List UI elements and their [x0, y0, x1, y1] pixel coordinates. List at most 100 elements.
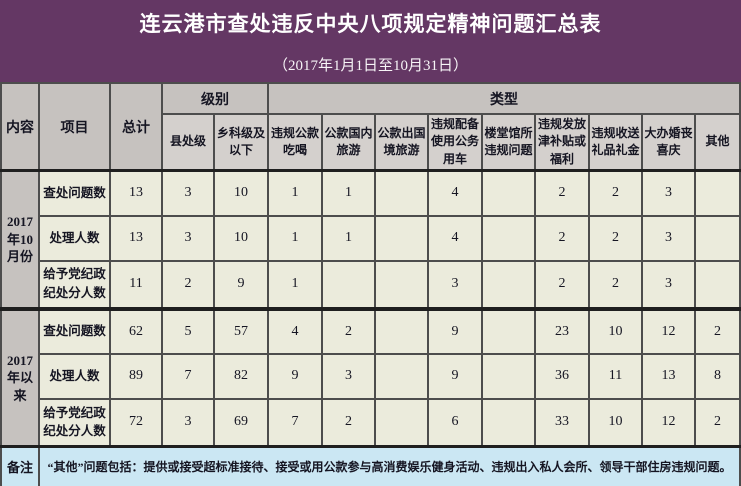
value-cell: 12: [641, 306, 696, 355]
value-cell: 36: [534, 352, 590, 400]
value-cell: 11: [588, 352, 643, 400]
table-row: 2017年10月份 查处问题数 13 3 10 1 1 4 2 2 3: [0, 169, 741, 310]
value-cell: [374, 397, 429, 448]
value-cell: 13: [641, 352, 696, 400]
value-cell: 3: [321, 352, 376, 400]
column-group-type: 类型: [266, 82, 741, 115]
value-cell: 1: [321, 169, 376, 217]
value-cell: 33: [534, 397, 590, 448]
value-cell: 3: [427, 259, 483, 310]
column-group-level: 级别: [161, 82, 269, 115]
remarks-text: “其他”问题包括：提供或接受超标准接待、接受或用公款参与高消费娱乐健身活动、违规…: [37, 445, 741, 486]
value-cell: 6: [427, 397, 483, 448]
value-cell: [481, 169, 536, 217]
column-header-overseas-travel: 公款出国境旅游: [374, 113, 429, 172]
value-cell: 5: [161, 306, 215, 355]
value-cell: 10: [588, 306, 643, 355]
value-cell: [481, 259, 536, 310]
column-header-allowances-benefits: 违规发放津补贴或福利: [534, 113, 590, 172]
value-cell: 10: [213, 169, 269, 217]
column-header-public-funds-dining: 违规公款吃喝: [267, 113, 323, 172]
column-header-total: 总计: [109, 82, 163, 172]
value-cell: 2: [534, 214, 590, 262]
value-cell: 12: [641, 397, 696, 448]
row-group-label-year-to-date: 2017年以来: [0, 306, 40, 448]
column-header-county-level: 县处级: [161, 113, 215, 172]
value-cell: 2: [693, 306, 741, 355]
value-cell: 2: [321, 397, 376, 448]
value-cell: 4: [427, 214, 483, 262]
column-header-township-level: 乡科级及以下: [213, 113, 269, 172]
column-header-content: 内容: [0, 82, 40, 172]
value-cell: [321, 259, 376, 310]
value-cell: 9: [427, 352, 483, 400]
remarks-row: 备注 “其他”问题包括：提供或接受超标准接待、接受或用公款参与高消费娱乐健身活动…: [0, 445, 741, 486]
value-cell: 9: [267, 352, 323, 400]
value-cell: 1: [267, 169, 323, 217]
value-cell: 1: [321, 214, 376, 262]
table-row: 给予党纪政纪处分人数 72 3 69 7 2 6 33 10 12 2: [1, 397, 741, 448]
row-label: 查处问题数: [38, 169, 111, 217]
table-row: 处理人数 13 3 10 1 1 4 2 2 3: [1, 214, 741, 262]
column-header-other: 其他: [693, 113, 741, 172]
value-cell: 3: [641, 259, 696, 310]
value-cell: 2: [588, 214, 643, 262]
value-cell: [374, 352, 429, 400]
value-cell: 7: [161, 352, 215, 400]
row-label: 查处问题数: [38, 306, 111, 355]
value-cell: 2: [693, 397, 741, 448]
value-cell: 4: [427, 169, 483, 217]
value-cell: 2: [161, 259, 215, 310]
value-cell: 2: [588, 169, 643, 217]
value-cell: [481, 352, 536, 400]
value-cell: 13: [109, 214, 163, 262]
row-label: 处理人数: [38, 214, 111, 262]
value-cell: 9: [213, 259, 269, 310]
value-cell: 10: [588, 397, 643, 448]
value-cell: [693, 169, 741, 217]
title-bar: 连云港市查处违反中央八项规定精神问题汇总表: [0, 0, 741, 46]
value-cell: 11: [109, 259, 163, 310]
value-cell: 23: [534, 306, 590, 355]
value-cell: 69: [213, 397, 269, 448]
header-row-sub: 县处级 乡科级及以下 违规公款吃喝 公款国内旅游 公款出国境旅游 违规配备使用公…: [1, 113, 741, 172]
value-cell: 3: [161, 397, 215, 448]
value-cell: 1: [267, 214, 323, 262]
row-label: 给予党纪政纪处分人数: [38, 259, 111, 310]
page-subtitle: （2017年1月1日至10月31日）: [272, 57, 468, 74]
value-cell: 57: [213, 306, 269, 355]
value-cell: 4: [267, 306, 323, 355]
value-cell: 8: [693, 352, 741, 400]
row-label: 给予党纪政纪处分人数: [38, 397, 111, 448]
value-cell: [481, 306, 536, 355]
value-cell: 2: [321, 306, 376, 355]
table-row: 2017年以来 查处问题数 62 5 57 4 2 9 23 10 12 2: [0, 306, 741, 448]
value-cell: 62: [109, 306, 163, 355]
row-label: 处理人数: [38, 352, 111, 400]
value-cell: [693, 259, 741, 310]
column-header-weddings-funerals: 大办婚丧喜庆: [641, 113, 696, 172]
value-cell: 89: [109, 352, 163, 400]
value-cell: 2: [534, 259, 590, 310]
value-cell: 13: [109, 169, 163, 217]
column-header-official-vehicles: 违规配备使用公务用车: [427, 113, 483, 172]
column-header-gifts-money: 违规收送礼品礼金: [588, 113, 643, 172]
value-cell: 9: [427, 306, 483, 355]
row-group-label-october: 2017年10月份: [0, 169, 40, 310]
subtitle-bar: （2017年1月1日至10月31日）: [0, 46, 741, 82]
value-cell: [374, 169, 429, 217]
value-cell: 3: [641, 169, 696, 217]
remarks-label: 备注: [0, 445, 40, 486]
value-cell: 7: [267, 397, 323, 448]
table-row: 给予党纪政纪处分人数 11 2 9 1 3 2 2 3: [1, 259, 741, 310]
value-cell: 2: [588, 259, 643, 310]
value-cell: 3: [161, 214, 215, 262]
value-cell: 1: [267, 259, 323, 310]
value-cell: 3: [641, 214, 696, 262]
value-cell: [374, 306, 429, 355]
value-cell: 10: [213, 214, 269, 262]
table-row: 处理人数 89 7 82 9 3 9 36 11 13 8: [1, 352, 741, 400]
value-cell: [481, 214, 536, 262]
summary-table: 内容 项目 总计 级别 类型 县处级 乡科级及以下 违规公款吃喝 公款国内旅游 …: [0, 82, 741, 486]
value-cell: [374, 259, 429, 310]
